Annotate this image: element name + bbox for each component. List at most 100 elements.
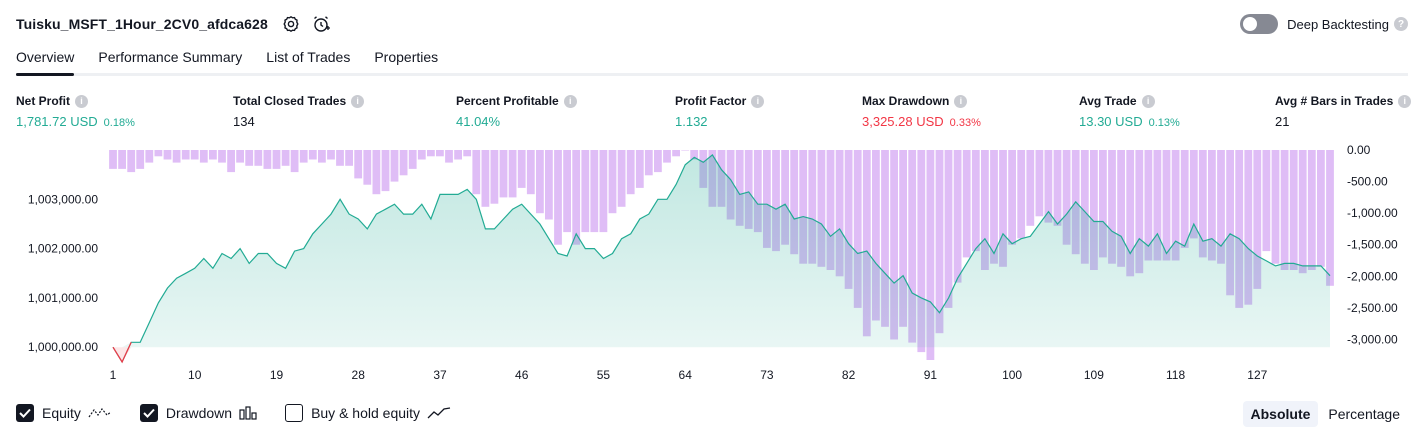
settings-icon[interactable]	[280, 13, 302, 35]
drawdown-bar	[263, 150, 272, 169]
drawdown-bar	[1217, 150, 1225, 264]
tab-list-of-trades[interactable]: List of Trades	[266, 49, 351, 65]
drawdown-bar	[172, 150, 181, 163]
drawdown-bar	[245, 150, 254, 166]
drawdown-bar	[427, 150, 435, 157]
drawdown-bar	[808, 150, 817, 264]
equity-drawdown-chart[interactable]: 1 10 19 28 37 46 55 64 73 82 91 100 109 118 127 1,000,0…	[0, 140, 1424, 395]
tab-performance-summary[interactable]: Performance Summary	[98, 49, 243, 65]
x-tick-label: 118	[1166, 368, 1185, 382]
drawdown-bar	[445, 150, 453, 163]
buy-hold-checkbox[interactable]	[285, 404, 304, 422]
drawdown-bar	[853, 150, 862, 308]
drawdown-bar	[118, 150, 126, 169]
drawdown-bar	[826, 150, 835, 270]
tab-overview[interactable]: Overview	[16, 48, 75, 76]
toggle-knob	[1243, 17, 1258, 31]
drawdown-bar	[581, 150, 590, 233]
drawdown-bar	[908, 150, 917, 343]
drawdown-bar	[163, 150, 172, 160]
right-axis-tick-label: -500.00	[1347, 175, 1388, 189]
drawdown-bar	[744, 150, 753, 229]
drawdown-bar	[1080, 150, 1089, 264]
legend-drawdown-label: Drawdown	[165, 405, 233, 421]
info-icon[interactable]: i	[1141, 94, 1155, 108]
right-axis-tick-label: -2,500.00	[1347, 301, 1398, 315]
drawdown-bar	[1017, 150, 1026, 239]
drawdown-bar	[1044, 150, 1053, 223]
drawdown-bar	[308, 150, 317, 160]
equity-checkbox[interactable]	[16, 404, 34, 422]
legend-drawdown[interactable]: Drawdown	[139, 404, 257, 422]
drawdown-bar	[962, 150, 971, 258]
drawdown-bar	[990, 150, 998, 264]
deep-backtesting-toggle[interactable]	[1240, 14, 1279, 34]
metric-label: Percent Profitable	[456, 94, 559, 108]
info-icon[interactable]: i	[1398, 94, 1412, 108]
drawdown-bar	[218, 150, 226, 163]
add-alert-icon[interactable]	[310, 13, 332, 35]
drawdown-bar	[199, 150, 208, 163]
metric-avg-trade: Avg Trade i 13.30 USD 0.13%	[1079, 94, 1180, 129]
info-icon[interactable]: i	[75, 94, 88, 108]
metric-value: 1,781.72 USD	[16, 114, 98, 129]
drawdown-bar	[372, 150, 381, 195]
metric-label: Avg Trade	[1079, 94, 1137, 108]
info-icon[interactable]: i	[563, 94, 577, 108]
drawdown-bar	[536, 150, 544, 214]
drawdown-bar	[617, 150, 626, 207]
tab-properties[interactable]: Properties	[374, 49, 439, 65]
drawdown-bar	[772, 150, 780, 252]
drawdown-bar	[1271, 150, 1280, 264]
drawdown-bar	[408, 150, 417, 169]
mode-percentage[interactable]: Percentage	[1328, 406, 1400, 422]
info-icon[interactable]: i	[351, 94, 365, 108]
drawdown-bar	[1326, 150, 1334, 286]
right-axis-tick-label: -1,000.00	[1347, 206, 1398, 220]
mode-absolute[interactable]: Absolute	[1242, 401, 1319, 427]
drawdown-bar	[1162, 150, 1171, 261]
drawdown-bar	[635, 150, 644, 188]
drawdown-bar	[236, 150, 244, 163]
drawdown-bar	[917, 150, 926, 353]
drawdown-bar	[327, 150, 335, 160]
metric-value: 21	[1275, 114, 1290, 129]
x-tick-label: 46	[515, 368, 529, 382]
x-tick-label: 10	[188, 368, 202, 382]
drawdown-bar	[1280, 150, 1289, 270]
drawdown-bar	[1226, 150, 1234, 296]
drawdown-bar	[336, 150, 344, 166]
drawdown-bar	[835, 150, 844, 277]
drawdown-bar	[608, 150, 617, 214]
equity-line-negative	[112, 342, 132, 364]
drawdown-bar	[227, 150, 235, 173]
drawdown-bar	[1298, 150, 1307, 274]
drawdown-bar	[999, 150, 1007, 267]
drawdown-bar	[1008, 150, 1016, 245]
equity-series	[112, 154, 1331, 364]
metric-label: Profit Factor	[675, 94, 747, 108]
drawdown-bars-icon	[239, 406, 257, 420]
drawdown-bar	[790, 150, 799, 255]
drawdown-bar	[1198, 150, 1207, 258]
checkmark-icon	[19, 408, 31, 418]
drawdown-bar	[1117, 150, 1125, 267]
drawdown-bar	[935, 150, 944, 334]
metric-percent: 0.13%	[1148, 117, 1180, 129]
drawdown-bar	[563, 150, 571, 233]
drawdown-checkbox[interactable]	[139, 404, 158, 422]
metric-max-drawdown: Max Drawdown i 3,325.28 USD 0.33%	[862, 94, 981, 129]
x-tick-label: 55	[597, 368, 611, 382]
help-icon[interactable]: ?	[1394, 17, 1408, 31]
x-tick-label: 127	[1247, 368, 1267, 382]
info-icon[interactable]: i	[751, 94, 765, 108]
drawdown-bar	[190, 150, 199, 160]
scale-mode-switch: Absolute Percentage	[1241, 401, 1409, 427]
legend-buy-hold[interactable]: Buy & hold equity	[285, 404, 451, 422]
legend-equity[interactable]: Equity	[16, 404, 112, 422]
drawdown-bar	[517, 150, 526, 188]
metric-total-closed-trades: Total Closed Trades i 134	[233, 94, 365, 129]
tabs-divider	[16, 73, 1408, 76]
drawdown-bar	[663, 150, 671, 163]
info-icon[interactable]: i	[954, 94, 968, 108]
